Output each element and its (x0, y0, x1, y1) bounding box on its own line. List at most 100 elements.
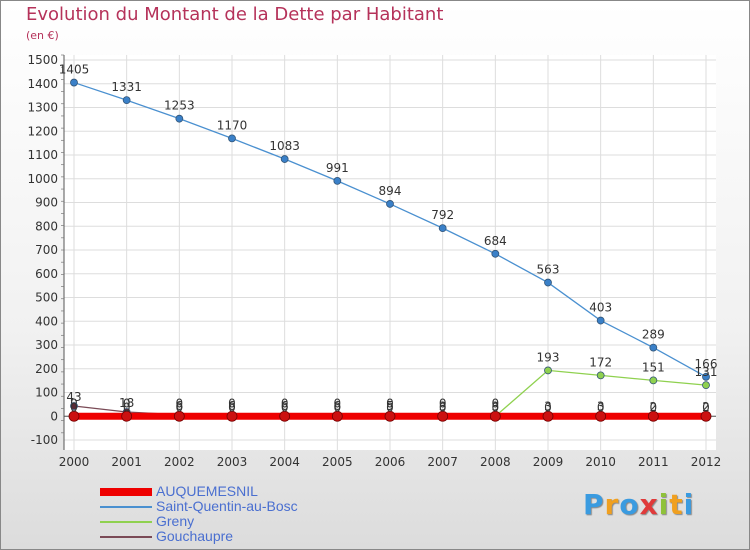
legend-label: Gouchaupre (156, 528, 234, 544)
data-label: 131 (695, 365, 718, 379)
data-label: 0 (176, 396, 184, 410)
logo-letter: x (639, 488, 659, 521)
data-label: 6 (228, 399, 236, 413)
data-label: 0 (123, 396, 131, 410)
chart-title: Evolution du Montant de la Dette par Hab… (26, 4, 444, 25)
legend-swatch (100, 488, 152, 496)
data-label: 0 (439, 400, 447, 414)
data-label: 0 (334, 400, 342, 414)
legend-swatch (100, 521, 152, 523)
x-tick-label: 2012 (691, 455, 722, 469)
data-label: 1253 (164, 99, 195, 113)
data-label: 0 (492, 396, 500, 410)
data-label: 3 (439, 400, 447, 414)
data-label: 3 (597, 400, 605, 414)
y-tick-label: 100 (35, 386, 58, 400)
data-label: 166 (695, 357, 718, 371)
data-label: 0 (544, 400, 552, 414)
data-label: 6 (281, 399, 289, 413)
data-point (700, 410, 712, 422)
logo-letter: P (583, 488, 605, 521)
data-point (121, 410, 133, 422)
x-tick-label: 2005 (322, 455, 353, 469)
data-point (544, 366, 552, 375)
y-tick-label: 400 (35, 314, 58, 328)
logo-letter: t (669, 488, 684, 521)
data-point (70, 402, 78, 410)
data-point (542, 410, 554, 422)
y-tick-label: 700 (35, 243, 58, 257)
legend-label: Saint-Quentin-au-Bosc (156, 498, 298, 514)
data-label: 991 (326, 161, 349, 175)
data-point (386, 200, 394, 208)
data-point (438, 224, 447, 233)
data-label: 0 (70, 400, 78, 414)
y-tick-label: 1100 (27, 148, 58, 162)
data-point (279, 410, 291, 422)
x-tick-label: 2001 (111, 455, 142, 469)
data-label: 18 (119, 396, 134, 410)
logo-letter: i (658, 488, 670, 521)
data-point (173, 410, 185, 422)
data-label: 792 (431, 208, 454, 222)
data-label: 403 (589, 301, 612, 315)
legend-swatch (100, 536, 152, 538)
data-label: 289 (642, 328, 665, 342)
y-tick-label: 0 (50, 409, 58, 423)
data-point (647, 410, 659, 422)
data-label: 0 (386, 396, 394, 410)
y-tick-label: 1500 (27, 53, 58, 67)
data-point (702, 381, 710, 390)
data-point (384, 410, 396, 422)
data-label: 172 (589, 355, 612, 369)
data-label: 3 (492, 400, 500, 414)
data-label: 0 (281, 396, 289, 410)
data-label: 0 (228, 396, 236, 410)
data-label: 0 (334, 396, 342, 410)
data-label: 193 (537, 350, 560, 364)
proxiti-logo: Proxiti (583, 488, 694, 521)
x-tick-label: 2004 (269, 455, 300, 469)
y-tick-label: 600 (35, 267, 58, 281)
data-label: 894 (379, 184, 402, 198)
data-label: 0 (228, 400, 236, 414)
data-label: 0 (386, 400, 394, 414)
data-label: 563 (537, 263, 560, 277)
data-point (331, 410, 343, 422)
data-label: 2 (702, 400, 710, 414)
data-point (68, 410, 80, 422)
x-tick-label: 2006 (375, 455, 406, 469)
data-label: 0 (702, 400, 710, 414)
data-point (649, 343, 658, 352)
y-tick-label: -100 (31, 433, 58, 447)
data-label: 2 (650, 400, 658, 414)
logo-letter: r (604, 488, 620, 521)
data-label: 0 (123, 400, 131, 414)
data-point (595, 410, 607, 422)
legend-label: AUQUEMESNIL (156, 483, 258, 499)
data-label: 0 (492, 400, 500, 414)
x-tick-label: 2000 (59, 455, 90, 469)
y-tick-label: 800 (35, 219, 58, 233)
logo-letter: i (683, 488, 695, 521)
data-point (122, 96, 131, 105)
x-tick-label: 2003 (217, 455, 248, 469)
data-point (333, 176, 342, 185)
x-tick-label: 2008 (480, 455, 511, 469)
data-point (491, 249, 500, 258)
data-point (489, 410, 501, 422)
x-tick-label: 2010 (585, 455, 616, 469)
data-point (596, 371, 605, 380)
legend-label: Greny (156, 513, 195, 529)
data-label: 1083 (269, 139, 300, 153)
y-tick-label: 1200 (27, 124, 58, 138)
chart-subtitle: (en €) (26, 29, 59, 42)
y-tick-label: 1000 (27, 172, 58, 186)
data-point (228, 134, 236, 143)
data-label: 151 (642, 360, 665, 374)
data-label: 684 (484, 234, 507, 248)
data-label: 1331 (111, 80, 142, 94)
data-label: 1405 (59, 63, 90, 77)
data-point (596, 316, 605, 325)
